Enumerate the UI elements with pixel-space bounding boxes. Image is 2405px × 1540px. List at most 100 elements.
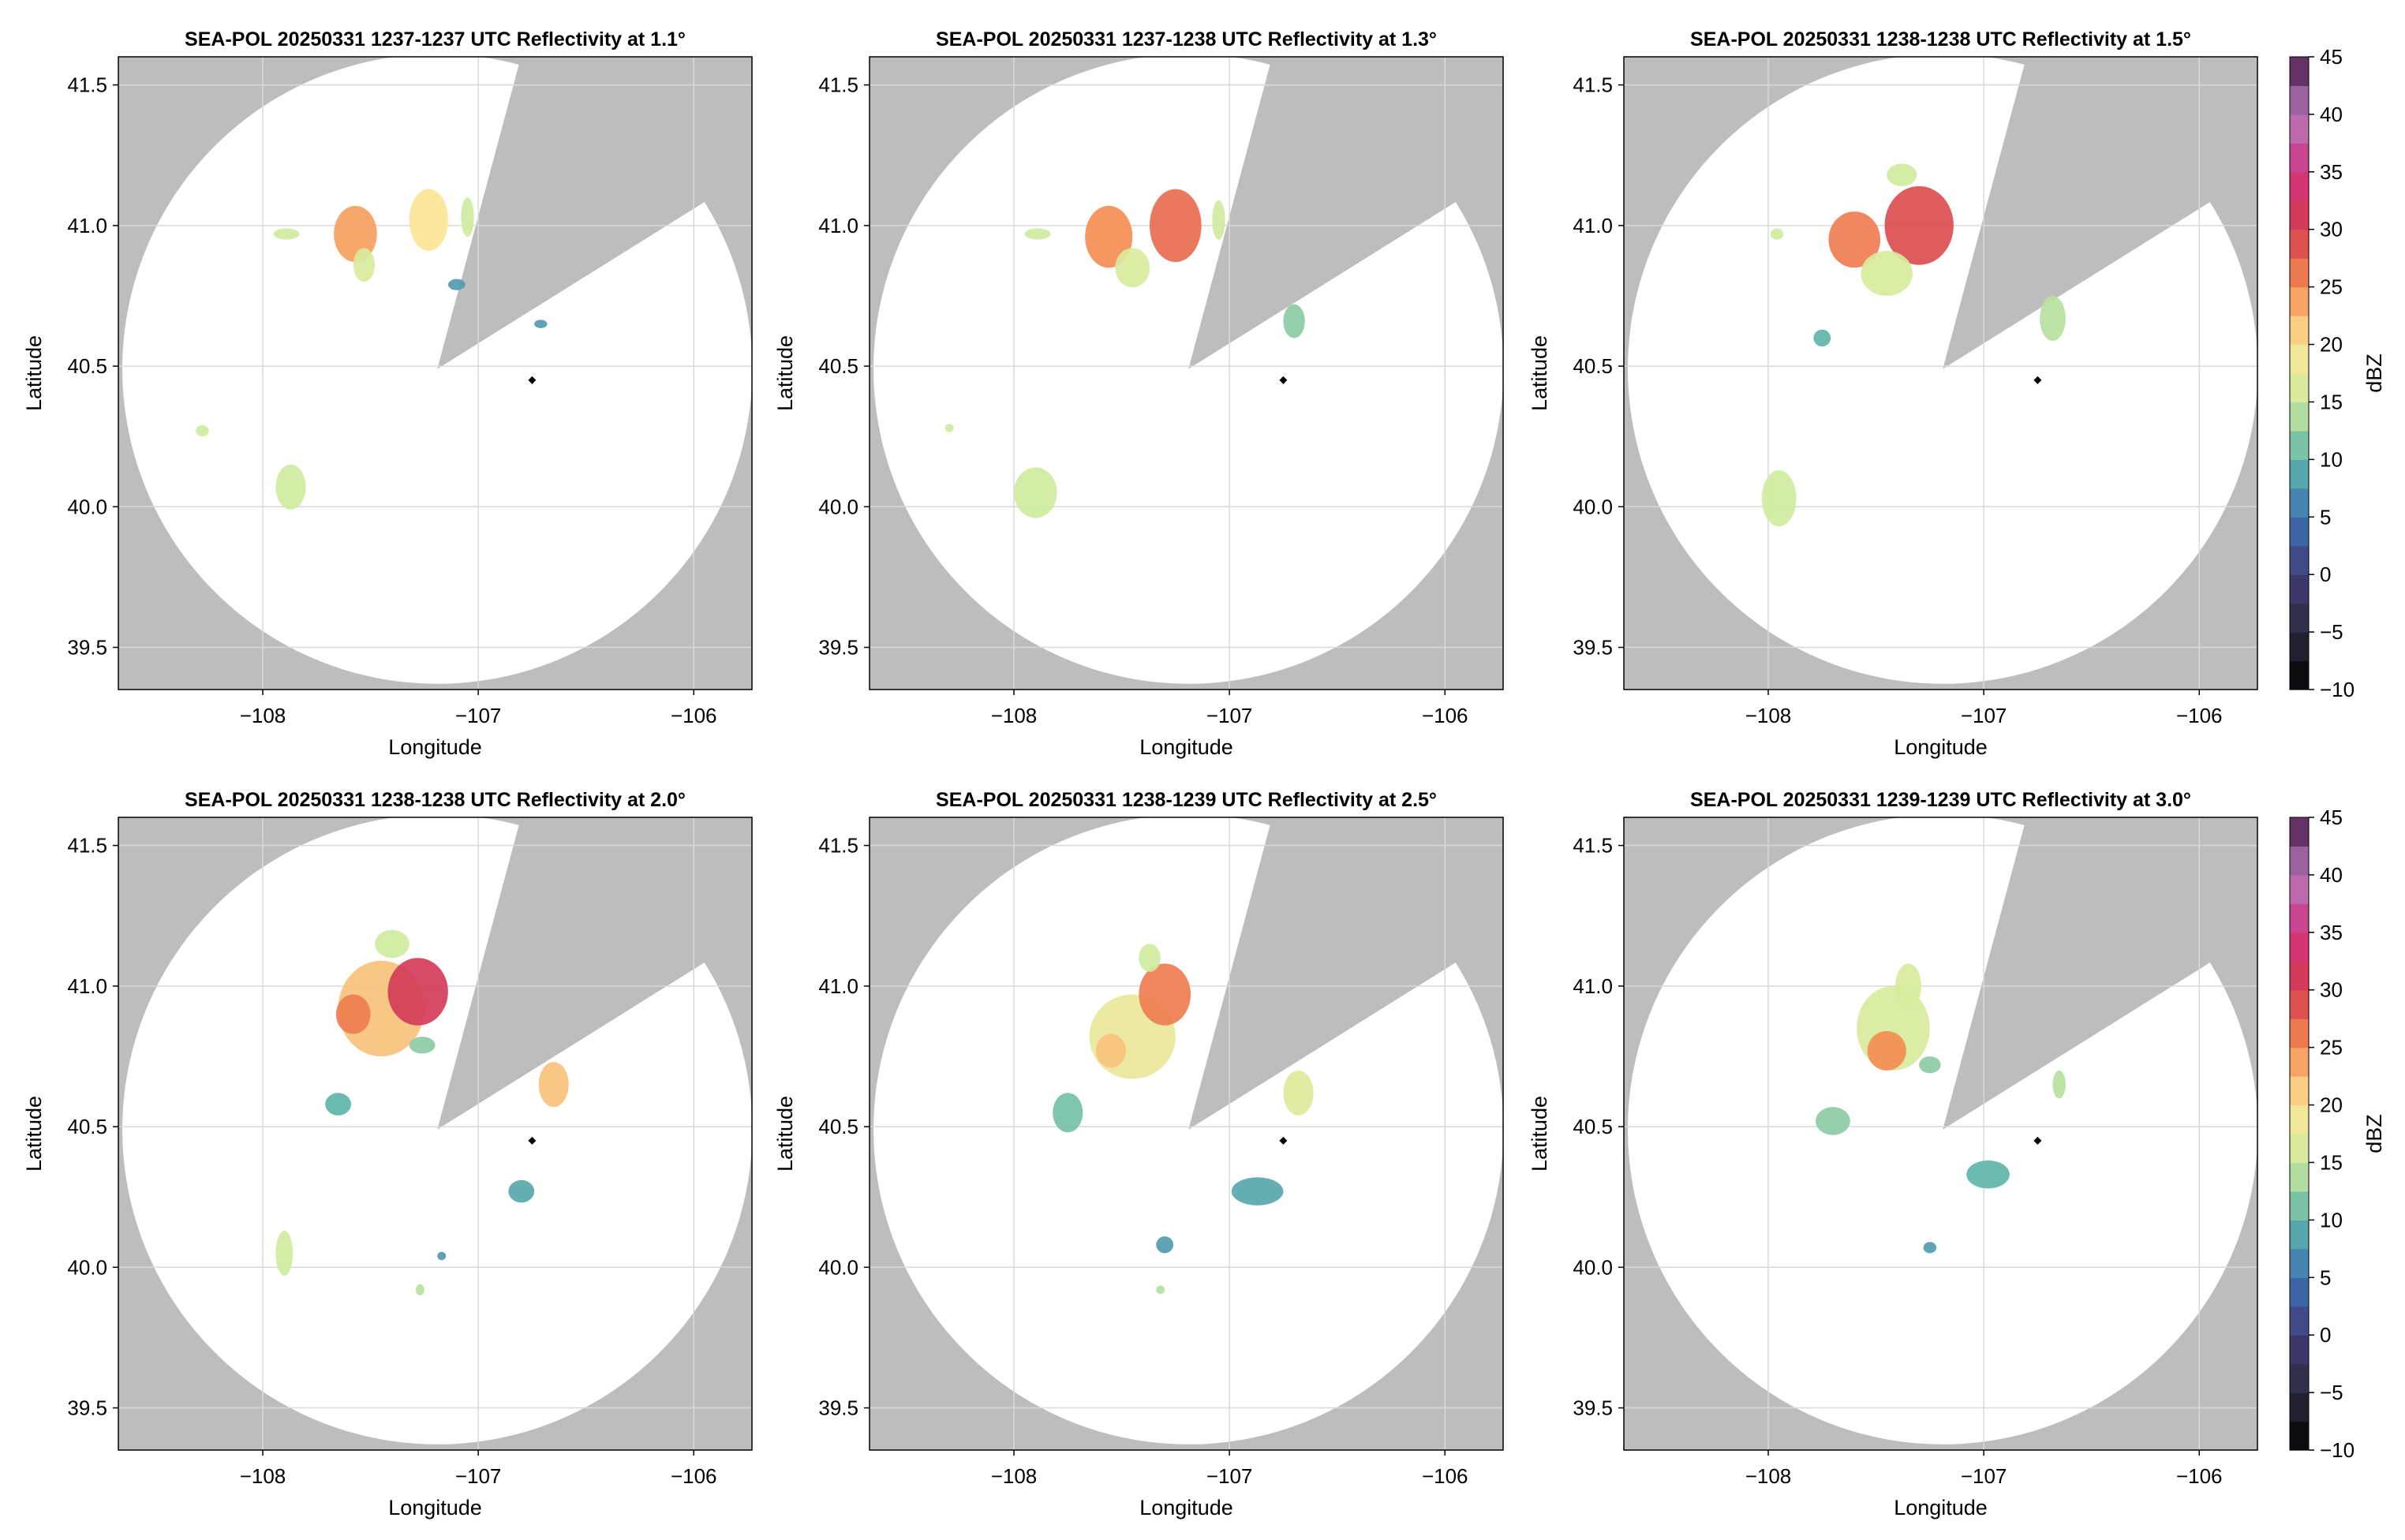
reflectivity-echo — [944, 424, 954, 432]
colorbar-segment — [2290, 660, 2309, 690]
x-axis-label: Longitude — [1894, 735, 1988, 759]
reflectivity-echo — [275, 1230, 294, 1276]
y-axis-label: Latitude — [1528, 1096, 1551, 1172]
reflectivity-echo — [1867, 1030, 1906, 1071]
reflectivity-echo — [461, 197, 474, 237]
colorbar-segment — [2290, 817, 2309, 847]
y-axis-label: Latitude — [773, 1096, 797, 1172]
radar-site-marker — [2033, 376, 2042, 384]
reflectivity-echo — [1156, 1236, 1174, 1254]
y-tick-label: 40.5 — [818, 1115, 858, 1138]
reflectivity-echo — [1231, 1177, 1284, 1205]
colorbar-segment — [2290, 903, 2309, 933]
y-tick-label: 41.0 — [67, 214, 107, 237]
colorbar-tick-label: 20 — [2320, 1093, 2343, 1117]
colorbar-frame — [2289, 56, 2310, 690]
x-tick-label: −106 — [2176, 704, 2223, 727]
reflectivity-echo — [1923, 1242, 1937, 1254]
x-tick-label: −106 — [671, 1464, 717, 1488]
radar-site-marker — [528, 376, 537, 384]
x-axis-label: Longitude — [388, 1496, 482, 1519]
plot-frame — [1623, 817, 2258, 1451]
x-axis-label: Longitude — [1894, 1496, 1988, 1519]
colorbar-label: dBZ — [2362, 1114, 2386, 1153]
y-tick-label: 41.0 — [818, 214, 858, 237]
x-tick-label: −106 — [671, 704, 717, 727]
colorbar-2: 45 40 35 30 25 20 15 10 5 0 −5 −10 dBZ — [2289, 806, 2386, 1462]
y-axis-label: Latitude — [22, 335, 46, 411]
colorbar-segment — [2290, 1105, 2309, 1134]
y-tick-label: 41.0 — [818, 974, 858, 998]
radar-coverage — [1628, 817, 2257, 1445]
colorbar-tick-label: 10 — [2320, 447, 2343, 471]
reflectivity-echo — [1919, 1056, 1941, 1074]
colorbar-segment — [2290, 517, 2309, 547]
y-tick-label: 40.5 — [67, 1115, 107, 1138]
reflectivity-echo — [2052, 1070, 2066, 1099]
reflectivity-echo — [1156, 1285, 1165, 1295]
x-tick-label: −108 — [240, 704, 286, 727]
plot-frame — [869, 817, 1504, 1451]
y-tick-label: 40.0 — [67, 495, 107, 518]
colorbar-tick-label: 20 — [2320, 333, 2343, 357]
colorbar-segment — [2290, 1019, 2309, 1048]
x-tick-label: −108 — [991, 704, 1038, 727]
colorbar-segment — [2290, 143, 2309, 173]
reflectivity-echo — [409, 1037, 436, 1054]
colorbar-segment — [2290, 1076, 2309, 1106]
panel-6: SEA-POL 20250331 1239-1239 UTC Reflectiv… — [1528, 789, 2258, 1519]
colorbar-tick-label: 10 — [2320, 1208, 2343, 1232]
radar-site-marker — [528, 1136, 537, 1145]
radar-site-marker — [1279, 1136, 1288, 1145]
reflectivity-echo — [1139, 963, 1191, 1026]
y-tick-label: 40.0 — [818, 1255, 858, 1279]
colorbar-segment — [2290, 1047, 2309, 1077]
y-tick-label: 39.5 — [818, 1396, 858, 1420]
panel-title: SEA-POL 20250331 1239-1239 UTC Reflectiv… — [1690, 789, 2191, 811]
colorbar-tick-label: 5 — [2320, 505, 2331, 529]
reflectivity-echo — [534, 320, 548, 328]
reflectivity-echo — [1966, 1160, 2010, 1189]
reflectivity-echo — [1816, 1107, 1850, 1135]
reflectivity-echo — [1884, 185, 1954, 265]
x-tick-label: −108 — [240, 1464, 286, 1488]
x-tick-label: −108 — [1745, 704, 1792, 727]
colorbar-segment — [2290, 603, 2309, 633]
reflectivity-echo — [273, 228, 300, 240]
colorbar-segment — [2290, 459, 2309, 489]
colorbar-segment — [2290, 488, 2309, 518]
colorbar-segment — [2290, 430, 2309, 460]
x-tick-label: −107 — [455, 704, 502, 727]
colorbar-segment — [2290, 114, 2309, 144]
colorbar-segment — [2290, 57, 2309, 87]
colorbar-segment — [2290, 286, 2309, 316]
reflectivity-echo — [1053, 1093, 1083, 1133]
y-tick-label: 41.5 — [1573, 834, 1613, 858]
colorbar-tick-label: −5 — [2320, 1381, 2343, 1404]
panel-2: SEA-POL 20250331 1237-1238 UTC Reflectiv… — [773, 28, 1504, 759]
colorbar-segment — [2290, 932, 2309, 962]
colorbar-segment — [2290, 632, 2309, 662]
colorbar-tick-label: 25 — [2320, 1036, 2343, 1060]
y-tick-label: 39.5 — [818, 636, 858, 660]
reflectivity-echo — [1813, 329, 1831, 347]
colorbar-tick-label: 15 — [2320, 1150, 2343, 1174]
colorbar-segment — [2290, 402, 2309, 432]
y-tick-label: 41.5 — [818, 834, 858, 858]
y-tick-label: 41.0 — [1573, 214, 1613, 237]
colorbar-segment — [2290, 1306, 2309, 1336]
panel-title: SEA-POL 20250331 1238-1238 UTC Reflectiv… — [185, 789, 686, 811]
colorbar-segment — [2290, 1363, 2309, 1393]
colorbar-tick-label: 5 — [2320, 1265, 2331, 1289]
colorbar-segment — [2290, 1191, 2309, 1220]
y-tick-label: 40.0 — [1573, 1255, 1613, 1279]
reflectivity-echo — [538, 1062, 569, 1108]
colorbar-tick-label: 0 — [2320, 563, 2331, 586]
y-tick-label: 40.0 — [818, 495, 858, 518]
plot-frame — [118, 817, 753, 1451]
x-tick-label: −107 — [1206, 704, 1253, 727]
plot-area — [1624, 817, 2257, 1450]
colorbar-segment — [2290, 316, 2309, 346]
colorbar-segment — [2290, 1220, 2309, 1250]
